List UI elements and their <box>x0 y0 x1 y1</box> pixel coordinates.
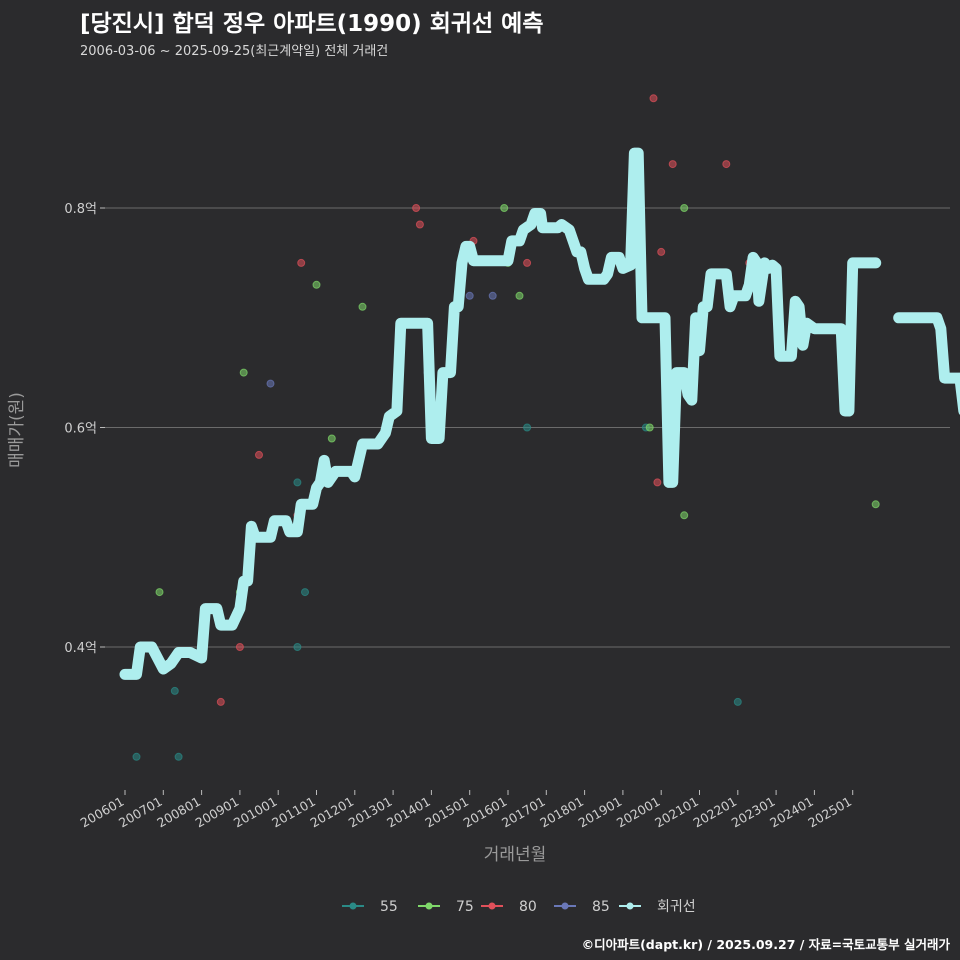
legend-swatch-dot <box>488 902 496 910</box>
y-tick-label: 0.8억 <box>64 202 97 217</box>
data-point-55 <box>174 752 183 761</box>
data-point-80 <box>668 160 677 169</box>
legend-swatch-dot <box>425 902 433 910</box>
y-tick-label: 0.4억 <box>64 641 97 656</box>
data-point-75 <box>515 291 524 300</box>
regression-line <box>119 147 882 680</box>
data-point-80 <box>255 450 263 459</box>
data-point-75 <box>680 511 689 520</box>
data-point-55 <box>170 686 179 695</box>
data-point-55 <box>523 423 532 432</box>
data-point-55 <box>733 697 742 706</box>
legend-label: 회귀선 <box>657 899 696 915</box>
legend-item-55: 55 <box>342 899 398 915</box>
data-point-80 <box>649 94 658 103</box>
legend-label: 75 <box>456 899 474 915</box>
data-point-75 <box>358 302 367 311</box>
data-point-55 <box>293 478 302 487</box>
legend-label: 85 <box>592 899 610 915</box>
legend-item-75: 75 <box>418 899 474 915</box>
data-point-80 <box>523 258 532 267</box>
data-point-80 <box>235 643 244 651</box>
data-point-75 <box>645 423 654 432</box>
chart-subtitle: 2006-03-06 ~ 2025-09-25(최근계약일) 전체 거래건 <box>80 44 389 59</box>
data-point-80 <box>297 258 306 267</box>
data-point-75 <box>500 204 509 212</box>
data-point-75 <box>327 434 336 443</box>
data-point-75 <box>155 588 164 597</box>
y-axis-label: 매매가(원) <box>7 392 27 468</box>
data-point-75 <box>239 368 248 377</box>
data-point-55 <box>301 588 309 597</box>
legend-label: 80 <box>519 899 537 915</box>
legend-swatch-dot <box>349 902 357 910</box>
data-point-55 <box>132 752 141 761</box>
x-tick-label: 202501 <box>805 794 854 831</box>
chart-title: [당진시] 합덕 정우 아파트(1990) 회귀선 예측 <box>80 11 544 37</box>
legend-item-80: 80 <box>481 899 537 915</box>
data-point-55 <box>293 643 302 651</box>
data-point-80 <box>216 697 225 706</box>
source-caption: ©디아파트(dapt.kr) / 2025.09.27 / 자료=국토교통부 실… <box>581 937 950 952</box>
x-axis-label: 거래년월 <box>484 845 547 865</box>
data-point-85 <box>266 379 275 388</box>
regression-line <box>893 312 960 415</box>
data-point-75 <box>680 204 689 212</box>
data-point-80 <box>657 247 666 256</box>
legend-item-회귀선: 회귀선 <box>619 899 696 915</box>
data-point-80 <box>722 160 731 169</box>
data-point-80 <box>653 478 662 487</box>
data-point-75 <box>871 500 880 509</box>
data-point-75 <box>312 280 321 289</box>
legend-item-85: 85 <box>554 899 610 915</box>
legend-swatch-dot <box>561 902 569 910</box>
legend-label: 55 <box>380 899 398 915</box>
legend-swatch-dot <box>626 902 634 910</box>
data-point-80 <box>415 220 424 229</box>
y-tick-label: 0.6억 <box>64 422 97 437</box>
data-point-80 <box>412 204 421 212</box>
data-point-85 <box>465 291 474 300</box>
data-point-85 <box>488 291 497 300</box>
